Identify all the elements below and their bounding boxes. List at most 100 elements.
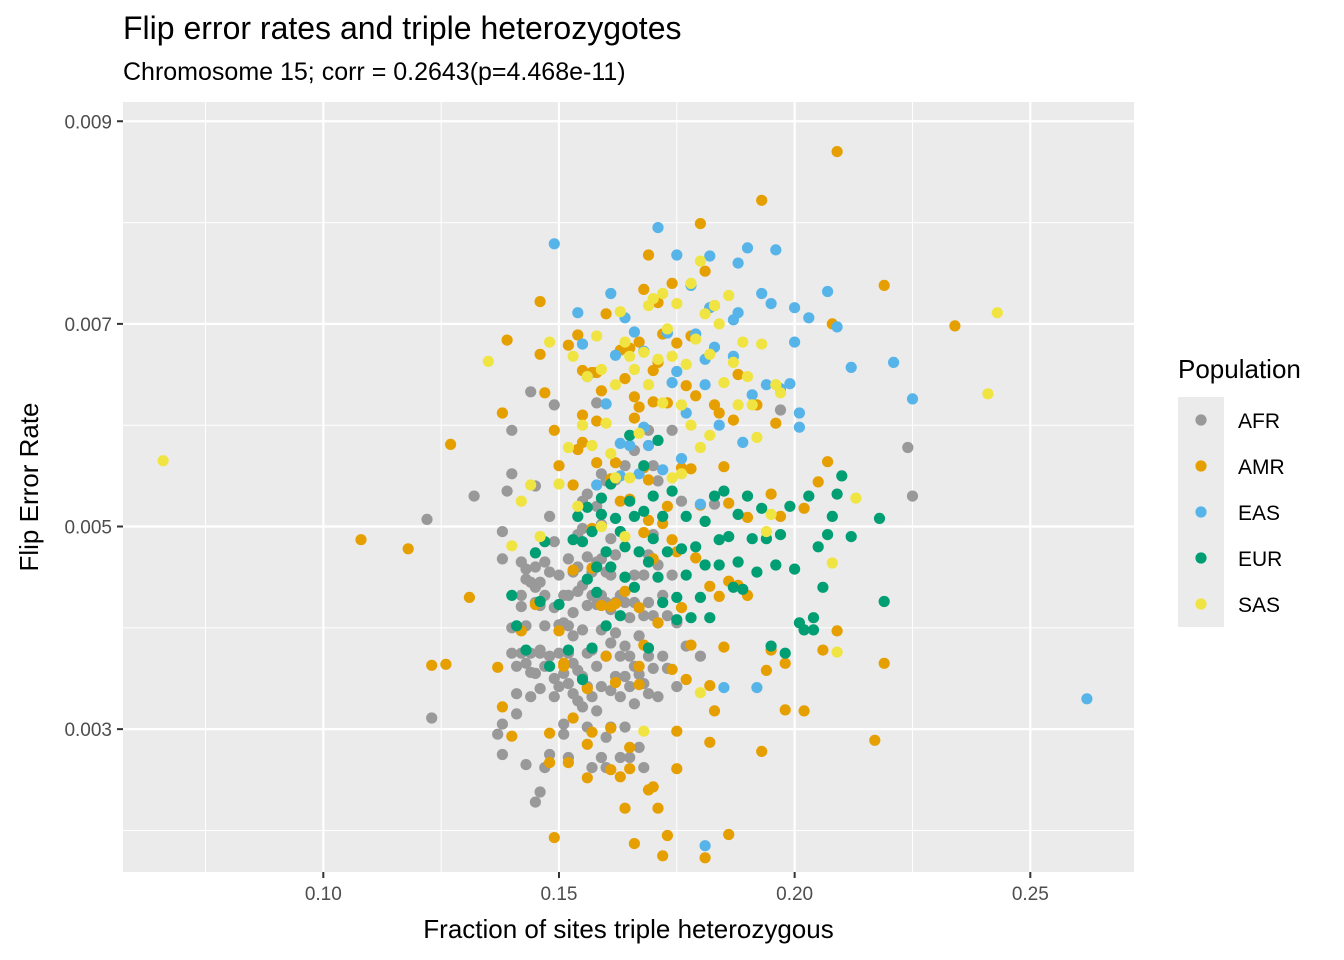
data-point-amr: [591, 415, 603, 427]
data-point-amr: [652, 617, 664, 629]
data-point-eur: [774, 529, 787, 541]
data-point-sas: [727, 356, 740, 368]
data-point-afr: [614, 691, 626, 703]
data-point-amr: [558, 657, 570, 669]
data-point-amr: [708, 399, 721, 411]
data-point-eas: [746, 389, 758, 401]
data-point-afr: [638, 569, 650, 581]
data-point-amr: [708, 705, 721, 717]
data-point-afr: [544, 510, 556, 522]
data-point-amr: [553, 460, 565, 472]
data-point-eur: [671, 614, 683, 626]
data-point-sas: [741, 371, 754, 383]
data-point-sas: [619, 336, 631, 348]
x-tick-label: 0.20: [776, 884, 813, 905]
data-point-afr: [562, 678, 575, 690]
data-point-sas: [591, 330, 603, 342]
data-point-amr: [661, 500, 674, 512]
data-point-eur: [642, 642, 655, 654]
data-point-eur: [718, 485, 730, 497]
data-point-eur: [638, 460, 650, 472]
data-point-amr: [704, 580, 716, 592]
data-point-amr: [774, 510, 787, 522]
data-point-sas: [657, 287, 669, 300]
data-point-eur: [581, 573, 593, 585]
data-point-amr: [647, 396, 659, 408]
data-point-sas: [633, 427, 645, 439]
data-point-eur: [812, 541, 824, 553]
data-point-eur: [628, 581, 641, 593]
data-point-eur: [657, 510, 669, 522]
legend-label-eas: EAS: [1238, 502, 1280, 525]
data-point-sas: [609, 472, 622, 484]
data-point-amr: [647, 781, 659, 793]
data-point-afr: [548, 399, 560, 411]
data-point-eur: [817, 581, 829, 593]
data-point-eur: [576, 673, 589, 686]
data-point-amr: [624, 741, 636, 754]
data-point-sas: [157, 455, 169, 467]
data-point-afr: [586, 691, 598, 703]
data-point-afr: [619, 721, 631, 733]
data-point-amr: [609, 457, 622, 469]
data-point-afr: [506, 468, 518, 480]
data-point-afr: [619, 460, 631, 472]
data-point-eur: [822, 529, 834, 541]
data-point-afr: [525, 386, 537, 398]
data-point-eas: [831, 321, 843, 333]
legend-key-amr: [1195, 460, 1207, 472]
data-point-afr: [544, 650, 556, 662]
data-point-amr: [591, 457, 603, 469]
data-point-amr: [624, 763, 636, 775]
data-point-eur: [770, 559, 782, 571]
data-point-eas: [756, 287, 768, 300]
x-axis-title: Fraction of sites triple heterozygous: [423, 914, 833, 944]
data-point-sas: [704, 348, 716, 360]
data-point-eas: [548, 238, 560, 250]
data-point-sas: [685, 277, 697, 289]
data-point-eas: [732, 307, 744, 319]
data-point-eur: [708, 490, 721, 502]
data-point-afr: [567, 607, 579, 619]
data-point-afr: [496, 526, 508, 538]
data-point-afr: [614, 650, 626, 662]
data-point-afr: [468, 490, 480, 502]
legend-label-eur: EUR: [1238, 548, 1282, 571]
data-point-amr: [567, 479, 579, 491]
data-point-afr: [510, 708, 523, 720]
data-point-afr: [628, 698, 641, 710]
data-point-sas: [694, 255, 707, 267]
data-point-amr: [581, 772, 593, 784]
y-axis-title: Flip Error Rate: [14, 402, 44, 571]
data-point-amr: [628, 838, 641, 850]
data-point-eas: [609, 349, 622, 361]
data-point-sas: [600, 417, 612, 429]
data-point-afr: [501, 485, 513, 497]
data-point-sas: [562, 441, 575, 454]
data-point-amr: [741, 511, 754, 523]
data-point-eas: [845, 361, 857, 373]
data-point-sas: [675, 399, 688, 411]
data-point-afr: [609, 627, 622, 639]
data-point-amr: [831, 146, 843, 158]
data-point-sas: [576, 419, 589, 431]
data-point-afr: [633, 668, 645, 681]
data-point-sas: [572, 500, 584, 512]
data-point-eas: [732, 257, 744, 269]
data-point-afr: [539, 620, 551, 632]
data-point-afr: [609, 549, 622, 561]
data-point-afr: [548, 672, 560, 685]
data-point-afr: [534, 786, 546, 798]
legend-key-eur: [1195, 552, 1207, 564]
data-point-afr: [525, 691, 537, 703]
data-point-eur: [572, 510, 584, 522]
data-point-eur: [723, 531, 735, 543]
data-point-sas: [694, 441, 707, 454]
data-point-amr: [501, 334, 513, 346]
data-point-sas: [553, 478, 565, 490]
data-point-afr: [591, 660, 603, 672]
data-point-eur: [591, 561, 603, 573]
data-point-amr: [572, 329, 584, 341]
data-point-afr: [553, 569, 565, 581]
data-point-amr: [652, 802, 664, 814]
